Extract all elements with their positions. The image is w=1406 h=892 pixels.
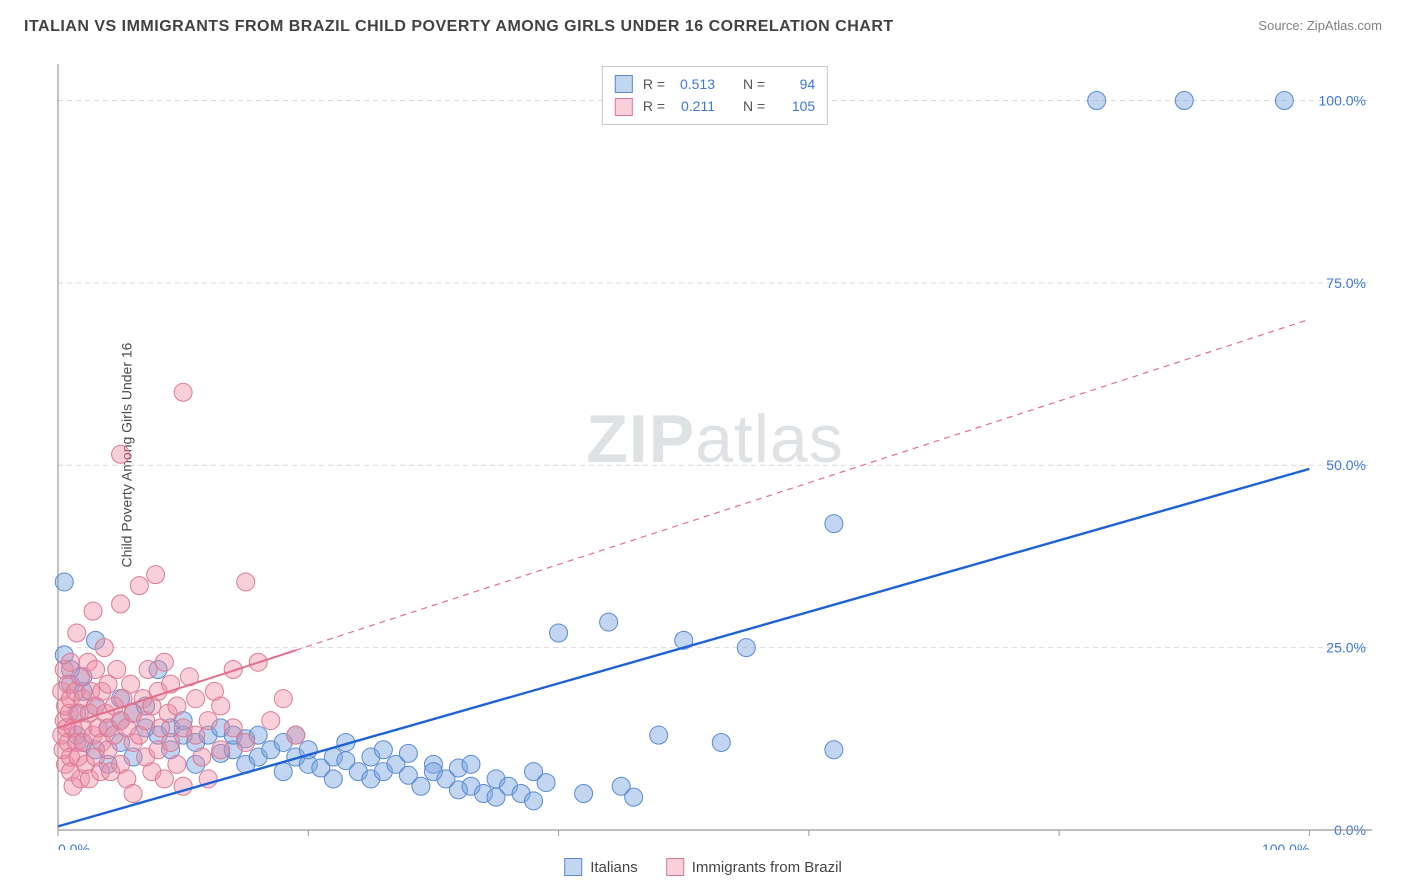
swatch-italians (564, 858, 582, 876)
svg-text:100.0%: 100.0% (1262, 841, 1309, 850)
legend-item-brazil: Immigrants from Brazil (666, 858, 842, 876)
stats-legend: R = 0.513 N = 94 R = 0.211 N = 105 (602, 66, 828, 125)
svg-text:75.0%: 75.0% (1326, 275, 1366, 291)
svg-text:25.0%: 25.0% (1326, 640, 1366, 656)
svg-text:0.0%: 0.0% (58, 841, 90, 850)
scatter-plot: 0.0%25.0%50.0%75.0%100.0%0.0%100.0% (50, 60, 1380, 850)
r-label: R = (643, 95, 665, 117)
svg-text:100.0%: 100.0% (1319, 92, 1366, 108)
n-value-italians: 94 (775, 73, 815, 95)
swatch-italians (615, 75, 633, 93)
source-attribution: Source: ZipAtlas.com (1258, 18, 1382, 33)
legend-label-italians: Italians (590, 859, 638, 876)
legend-item-italians: Italians (564, 858, 638, 876)
series-legend: Italians Immigrants from Brazil (564, 858, 842, 876)
swatch-brazil (615, 98, 633, 116)
r-label: R = (643, 73, 665, 95)
r-value-brazil: 0.211 (675, 95, 715, 117)
svg-text:50.0%: 50.0% (1326, 457, 1366, 473)
n-label: N = (743, 95, 765, 117)
chart-header: ITALIAN VS IMMIGRANTS FROM BRAZIL CHILD … (0, 0, 1406, 44)
source-label: Source: (1258, 18, 1303, 33)
swatch-brazil (666, 858, 684, 876)
chart-container: Child Poverty Among Girls Under 16 0.0%2… (50, 60, 1380, 850)
legend-label-brazil: Immigrants from Brazil (692, 859, 842, 876)
chart-title: ITALIAN VS IMMIGRANTS FROM BRAZIL CHILD … (24, 18, 894, 36)
r-value-italians: 0.513 (675, 73, 715, 95)
source-name: ZipAtlas.com (1307, 18, 1382, 33)
n-label: N = (743, 73, 765, 95)
stats-row-italians: R = 0.513 N = 94 (615, 73, 815, 95)
stats-row-brazil: R = 0.211 N = 105 (615, 95, 815, 117)
n-value-brazil: 105 (775, 95, 815, 117)
